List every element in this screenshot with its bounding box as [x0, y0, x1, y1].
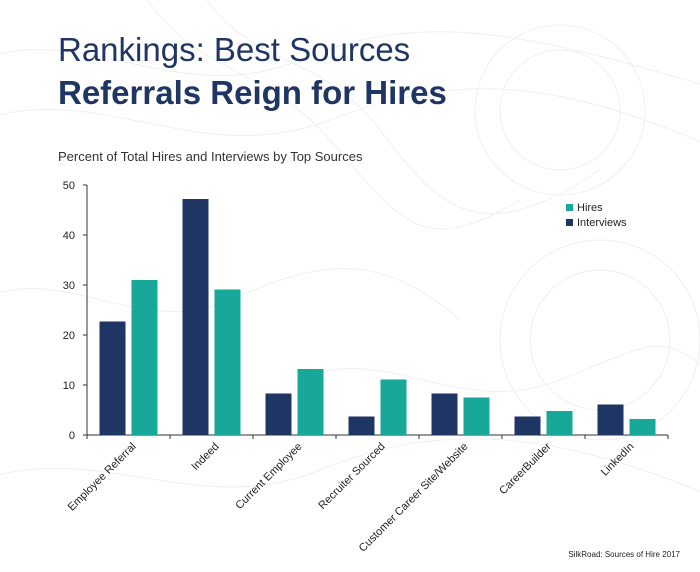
bar-interviews [431, 393, 458, 435]
legend-label: Hires [577, 202, 603, 214]
x-tick-label: LinkedIn [599, 441, 637, 479]
y-tick-label: 50 [63, 180, 75, 192]
bar-interviews [597, 404, 624, 435]
bar-hires [214, 289, 241, 435]
x-tick-label: Employee Referral [66, 441, 139, 514]
title-line1: Rankings: Best Sources [58, 31, 411, 68]
x-tick-label: Recruiter Sourced [316, 441, 387, 512]
bar-hires [380, 379, 407, 435]
bar-interviews [514, 416, 541, 435]
x-tick-label: CareerBuilder [497, 440, 554, 497]
bar-interviews [265, 393, 292, 435]
y-tick-label: 20 [63, 330, 75, 342]
bar-interviews [348, 416, 375, 435]
chart-subtitle: Percent of Total Hires and Interviews by… [58, 149, 363, 164]
legend-swatch [566, 204, 573, 211]
bar-interviews [99, 321, 126, 435]
y-tick-label: 30 [63, 280, 75, 292]
x-tick-label: Current Employee [233, 441, 304, 512]
source-note: SilkRoad: Sources of Hire 2017 [568, 550, 680, 559]
y-tick-label: 10 [63, 380, 75, 392]
bar-hires [629, 419, 656, 435]
bar-hires [463, 397, 490, 435]
title-line2: Referrals Reign for Hires [58, 74, 447, 111]
legend-label: Interviews [577, 217, 627, 229]
bar-interviews [182, 199, 209, 435]
y-tick-label: 0 [69, 430, 75, 442]
legend-swatch [566, 219, 573, 226]
x-tick-label: Indeed [189, 441, 221, 473]
bar-hires [546, 411, 573, 435]
bar-hires [131, 280, 158, 435]
bar-hires [297, 369, 324, 435]
y-tick-label: 40 [63, 230, 75, 242]
